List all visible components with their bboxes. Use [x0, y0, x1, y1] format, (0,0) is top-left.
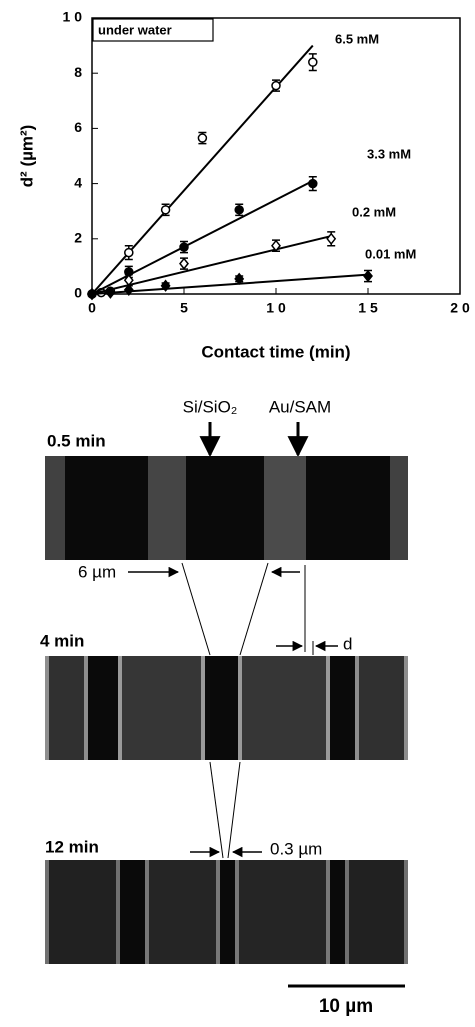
micrograph-edge [235, 860, 239, 964]
micrograph-band [355, 656, 408, 760]
point [87, 287, 97, 301]
micrograph-edge [326, 656, 330, 760]
series-label: 0.01 mM [365, 246, 416, 261]
guide-line [239, 562, 269, 656]
gap-width-label: 0.3 µm [270, 839, 322, 858]
point [123, 283, 134, 297]
point [179, 257, 189, 270]
micrograph-band [390, 456, 408, 560]
point [326, 232, 337, 246]
annotation: under water [98, 22, 172, 37]
region-label: Si/SiO₂ [183, 397, 238, 416]
micrograph-edge [404, 860, 408, 964]
micrograph-edge [201, 656, 205, 760]
guide-line [227, 761, 241, 859]
micrographs: Si/SiO₂ Au/SAM 0.5 min 4 min 12 min 6 µm… [40, 397, 405, 1017]
annotation-box [92, 18, 214, 42]
micrograph-band [148, 456, 186, 560]
guide-line [209, 761, 224, 859]
micrograph-edge [238, 656, 242, 760]
panel-label: 12 min [45, 837, 99, 856]
scale-bar-label: 10 µm [319, 996, 373, 1017]
point [160, 279, 171, 292]
y-tick-label: 6 [74, 119, 82, 135]
panel-label: 0.5 min [47, 431, 106, 450]
y-tick-label: 4 [74, 174, 82, 190]
panel-label: 4 min [40, 631, 84, 650]
gap-label: d [343, 634, 352, 653]
x-tick-label: 1 5 [358, 300, 378, 316]
micrograph-band [45, 860, 120, 964]
fit-line [91, 273, 369, 295]
region-label: Au/SAM [269, 397, 331, 416]
series-label: 3.3 mM [367, 146, 411, 161]
micrograph-edge [45, 860, 49, 964]
x-tick-label: 2 0 [450, 300, 470, 316]
micrograph-edge [355, 656, 359, 760]
micrograph-edge [326, 860, 330, 964]
x-tick-label: 1 0 [266, 300, 286, 316]
series-label: 6.5 mM [335, 31, 379, 46]
point [308, 178, 318, 189]
micrograph-band [118, 656, 205, 760]
micrograph-band [238, 656, 330, 760]
micrograph-edge [84, 656, 88, 760]
y-axis-label: d² (µm²) [17, 125, 36, 188]
micrograph-band [145, 860, 220, 964]
micrograph-edge [118, 656, 122, 760]
micrograph-band [235, 860, 330, 964]
point [160, 205, 171, 215]
x-axis-label: Contact time (min) [201, 342, 350, 361]
micrograph-band [345, 860, 408, 964]
micrograph [45, 456, 408, 560]
micrograph-edge [116, 860, 120, 964]
micrograph [45, 860, 408, 964]
point [197, 133, 208, 143]
point [234, 205, 244, 215]
micrograph-band [45, 456, 65, 560]
y-tick-label: 8 [74, 64, 82, 80]
point [105, 286, 116, 299]
micrograph-band [264, 456, 306, 560]
stripe-width-label: 6 µm [78, 562, 116, 581]
point [271, 80, 281, 91]
micrograph-edge [404, 656, 408, 760]
fit-line [91, 235, 332, 295]
micrograph-edge [345, 860, 349, 964]
point [124, 247, 134, 258]
micrograph-band [45, 656, 88, 760]
micrograph-edge [216, 860, 220, 964]
micrograph [45, 656, 408, 760]
x-tick-label: 5 [180, 300, 188, 316]
micrograph-edge [45, 656, 49, 760]
point [271, 239, 281, 252]
point [363, 269, 373, 283]
y-tick-label: 1 0 [63, 9, 83, 25]
point [234, 272, 245, 286]
y-tick-label: 2 [74, 230, 82, 246]
point [308, 57, 318, 67]
y-tick-label: 0 [74, 285, 82, 301]
guide-line [181, 562, 211, 656]
series-label: 0.2 mM [352, 204, 396, 219]
micrograph-edge [145, 860, 149, 964]
point [179, 242, 189, 252]
x-tick-label: 0 [88, 300, 96, 316]
